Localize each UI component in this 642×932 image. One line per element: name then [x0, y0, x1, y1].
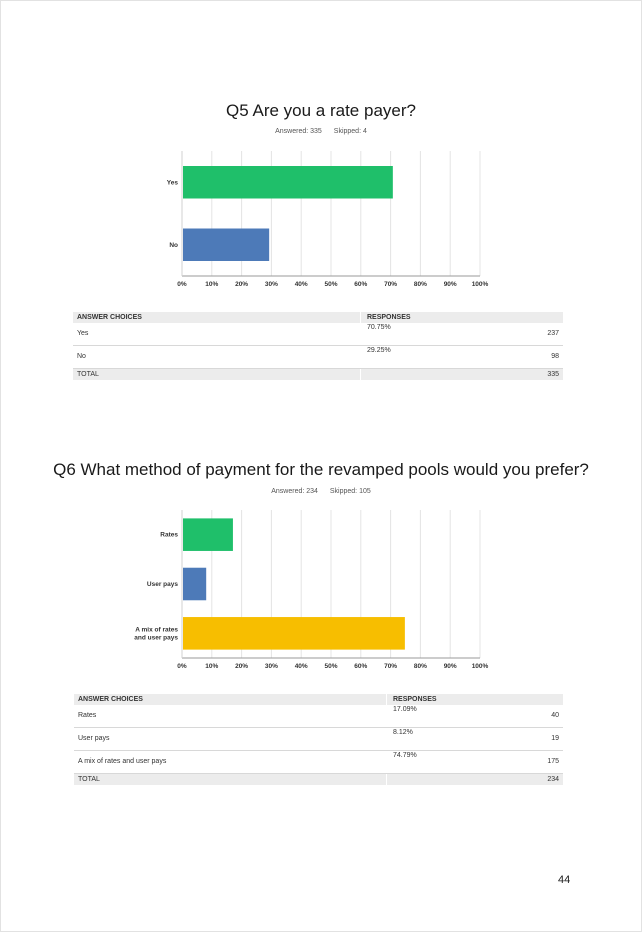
x-tick-label: 30%: [265, 281, 278, 288]
table-row: A mix of rates and user pays 74.79% 175: [74, 750, 563, 774]
x-tick-label: 80%: [414, 663, 427, 670]
responses-header: RESPONSES: [387, 694, 563, 705]
choice-label: A mix of rates and user pays: [74, 750, 386, 774]
response-count: 19: [502, 727, 563, 751]
response-count: 40: [502, 705, 563, 728]
x-tick-label: 50%: [324, 663, 337, 670]
x-tick-label: 90%: [444, 663, 457, 670]
bar: [183, 228, 270, 261]
x-tick-label: 60%: [354, 663, 367, 670]
total-count: 335: [493, 368, 563, 380]
table-row: Rates 17.09% 40: [74, 705, 563, 728]
response-percent: 17.09%: [387, 705, 503, 728]
page-number: 44: [558, 874, 571, 886]
bar: [183, 518, 233, 551]
choice-label: No: [73, 345, 360, 369]
x-tick-label: 70%: [384, 281, 397, 288]
category-label: and user pays: [134, 634, 178, 641]
response-percent: 8.12%: [387, 727, 503, 751]
response-count: 237: [493, 323, 563, 346]
q6-response-table: ANSWER CHOICES RESPONSES Rates 17.09% 40…: [74, 694, 563, 785]
responses-header: RESPONSES: [361, 312, 563, 323]
x-tick-label: 0%: [177, 281, 187, 288]
x-tick-label: 50%: [324, 281, 337, 288]
table-header-row: ANSWER CHOICES RESPONSES: [73, 312, 563, 323]
x-tick-label: 40%: [295, 663, 308, 670]
x-tick-label: 70%: [384, 663, 397, 670]
response-count: 175: [502, 750, 563, 774]
x-tick-label: 20%: [235, 281, 248, 288]
q6-answered-count: Answered: 234: [271, 488, 318, 495]
choice-label: Rates: [74, 705, 386, 728]
category-label: Rates: [160, 532, 178, 539]
q6-response-summary: Answered: 234 Skipped: 105: [0, 488, 642, 495]
x-tick-label: 20%: [235, 663, 248, 670]
category-label: User pays: [147, 581, 178, 588]
x-tick-label: 10%: [205, 663, 218, 670]
table-row: Yes 70.75% 237: [73, 323, 563, 346]
bar: [183, 166, 393, 199]
x-tick-label: 60%: [354, 281, 367, 288]
answer-choices-header: ANSWER CHOICES: [73, 312, 360, 323]
table-header-row: ANSWER CHOICES RESPONSES: [74, 694, 563, 705]
total-row: TOTAL 234: [74, 773, 563, 785]
q6-skipped-count: Skipped: 105: [329, 488, 371, 495]
x-tick-label: 10%: [205, 281, 218, 288]
x-tick-label: 80%: [414, 281, 427, 288]
q5-response-summary: Answered: 335 Skipped: 4: [0, 128, 642, 135]
x-tick-label: 100%: [472, 281, 489, 288]
choice-label: User pays: [74, 727, 386, 751]
x-tick-label: 100%: [472, 663, 489, 670]
q5-title: Q5 Are you a rate payer?: [226, 101, 416, 120]
x-tick-label: 40%: [295, 281, 308, 288]
table-row: User pays 8.12% 19: [74, 727, 563, 751]
q5-response-table: ANSWER CHOICES RESPONSES Yes 70.75% 237 …: [73, 312, 563, 380]
category-label: Yes: [167, 179, 179, 186]
table-row: No 29.25% 98: [73, 345, 563, 369]
x-tick-label: 90%: [444, 281, 457, 288]
bar: [183, 567, 207, 601]
q6-title: Q6 What method of payment for the revamp…: [53, 460, 589, 479]
bar: [183, 617, 405, 650]
response-count: 98: [493, 345, 563, 369]
x-tick-label: 0%: [177, 663, 187, 670]
total-label: TOTAL: [73, 368, 360, 380]
total-row: TOTAL 335: [73, 368, 563, 380]
total-count: 234: [502, 773, 563, 785]
choice-label: Yes: [73, 323, 360, 346]
answer-choices-header: ANSWER CHOICES: [74, 694, 386, 705]
category-label: No: [169, 242, 178, 249]
response-percent: 29.25%: [361, 345, 494, 369]
q5-answered-count: Answered: 335: [275, 128, 322, 135]
category-label: A mix of rates: [135, 626, 178, 633]
response-percent: 70.75%: [361, 323, 494, 346]
total-label: TOTAL: [74, 773, 386, 785]
response-percent: 74.79%: [387, 750, 503, 774]
x-tick-label: 30%: [265, 663, 278, 670]
q5-skipped-count: Skipped: 4: [333, 128, 367, 135]
